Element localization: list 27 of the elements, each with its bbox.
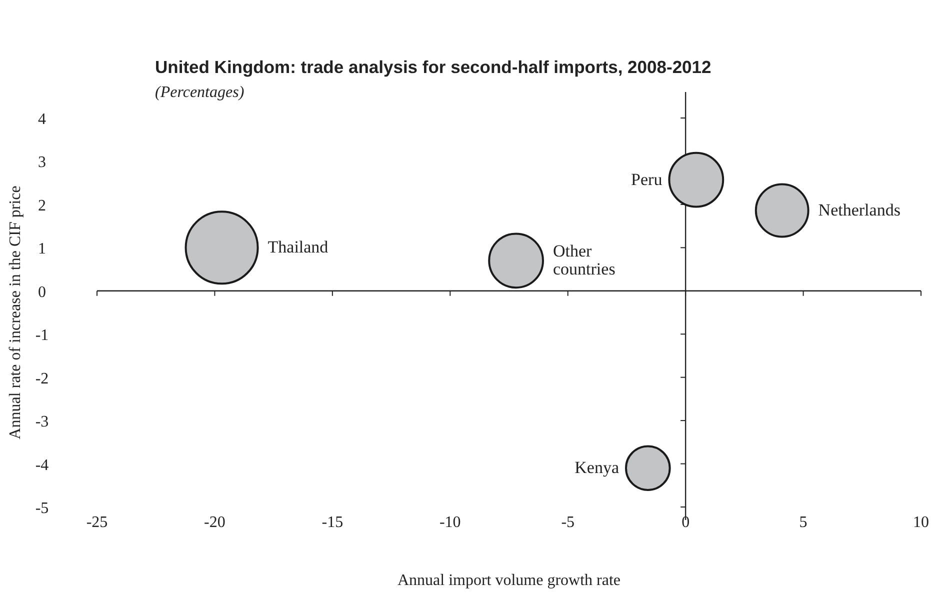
series-label: Other countries [553, 242, 616, 279]
y-tick-label: -3 [35, 414, 49, 431]
y-tick-label: 1 [38, 240, 46, 258]
x-tick-label: -5 [561, 514, 575, 531]
y-tick-label: -4 [35, 456, 49, 474]
x-tick-label: 5 [799, 514, 808, 531]
x-tick-label: -25 [86, 514, 108, 531]
series-label: Netherlands [818, 200, 900, 220]
y-axis-title: Annual rate of increase in the CIF price [7, 186, 24, 440]
y-tick-label: 0 [38, 284, 46, 301]
y-tick-label: 4 [38, 111, 46, 128]
chart-subtitle: (Percentages) [155, 84, 244, 101]
x-tick-label: 0 [682, 514, 690, 531]
series-label: Kenya [574, 458, 620, 478]
x-tick-label: -15 [322, 514, 344, 531]
x-tick-label: 10 [913, 514, 929, 531]
x-tick-label: -10 [439, 514, 461, 531]
chart-title: United Kingdom: trade analysis for second-half imports, 2008-2012 [155, 57, 712, 77]
y-tick-label: 3 [38, 154, 46, 172]
series-label: Peru [631, 170, 663, 189]
x-tick-label: -20 [204, 514, 226, 531]
y-tick-label: -1 [35, 327, 49, 344]
x-axis-title: Annual import volume growth rate [397, 572, 621, 589]
y-tick-label: -5 [35, 500, 49, 517]
y-tick-label: -2 [35, 370, 49, 388]
y-tick-label: 2 [38, 197, 46, 214]
series-label: Thailand [268, 238, 329, 257]
